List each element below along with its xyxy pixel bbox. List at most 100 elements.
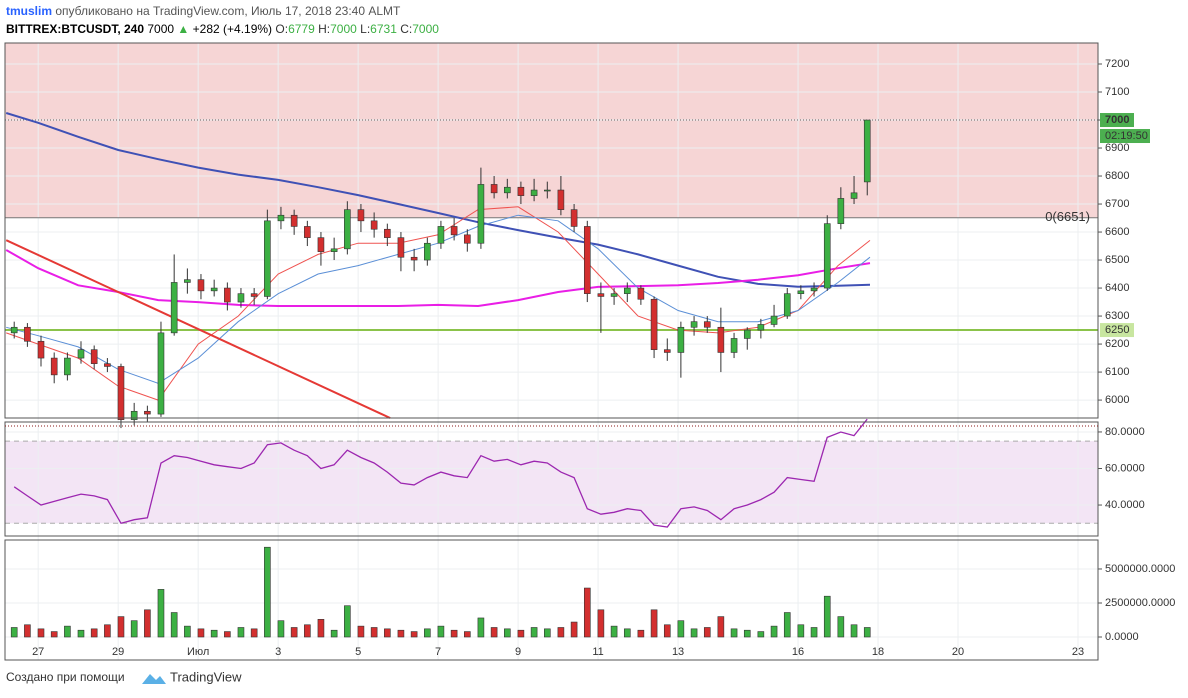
volume-bar [610, 625, 618, 638]
candle-body [703, 321, 711, 328]
volume-bar [64, 625, 71, 638]
hline-label: 6250 [1105, 324, 1129, 336]
volume-bar [557, 627, 565, 638]
header-line-1: tmuslim опубликовано на TradingView.com,… [6, 4, 401, 18]
candle-body [424, 242, 431, 261]
countdown: 02:19:50 [1105, 130, 1148, 142]
countdown-badge [1100, 129, 1150, 144]
y-tick-label: 6000 [1105, 394, 1129, 406]
volume-bar [703, 627, 711, 638]
candle-body [623, 287, 631, 294]
candle-body [570, 209, 578, 227]
volume-bar [90, 628, 98, 638]
arrow: ▲ [177, 22, 189, 36]
candle-body [610, 293, 618, 297]
made-with: Создано при помощи [6, 670, 125, 684]
candle-body [184, 279, 191, 283]
x-tick-label: Июл [187, 646, 209, 658]
y-tick-label: 5000000.0000 [1105, 563, 1175, 575]
l-label: L: [360, 22, 370, 36]
candle-body [783, 293, 791, 317]
volume-bar [823, 595, 831, 638]
moving-average [5, 112, 871, 288]
candle-body [810, 287, 818, 292]
volume-bar [450, 629, 458, 638]
volume-bar [237, 627, 245, 638]
volume-bar [397, 629, 405, 638]
volume-bar [157, 589, 165, 638]
volume-bar [504, 628, 511, 638]
volume-bar [184, 625, 191, 638]
candle-body [344, 209, 351, 250]
last-price-badge [1100, 113, 1134, 128]
y-tick-label: 0.0000 [1105, 631, 1139, 643]
candle-body [863, 119, 871, 183]
candle-body [663, 349, 671, 353]
last: 7000 [147, 22, 174, 36]
volume-bar [210, 629, 218, 638]
y-tick-label: 6300 [1105, 310, 1129, 322]
candle-body [397, 237, 405, 258]
volume-bar [570, 621, 578, 638]
volume-bar [104, 624, 111, 638]
candle-body [637, 287, 645, 300]
plots: 0(6651) [5, 112, 1098, 638]
volume-bar [517, 629, 525, 638]
candle-body [250, 293, 258, 297]
volume-bar [224, 631, 231, 638]
volume-bar [743, 629, 751, 638]
volume-bar [544, 628, 551, 638]
c-value: 7000 [412, 22, 439, 36]
axes: 6000 6100 6200 6300 6400 6500 6600 6700 6800 6900… [32, 58, 1175, 658]
candle-body [410, 256, 418, 261]
volume-bar [837, 616, 845, 638]
price-pane-frame [4, 42, 1099, 419]
volume-bar [810, 627, 818, 638]
volume-bar [424, 628, 431, 638]
candle-body [823, 223, 831, 289]
user[interactable]: tmuslim [6, 4, 52, 18]
y-tick-label: 6200 [1105, 338, 1129, 350]
volume-bar [650, 609, 658, 638]
x-tick-label: 13 [672, 646, 684, 658]
volume-bar [730, 628, 738, 638]
candle-body [290, 214, 298, 227]
candle-body [850, 192, 858, 199]
volume-bar [50, 631, 58, 638]
footer: Создано при помощи TradingView [6, 669, 242, 684]
candle-body [530, 189, 538, 196]
y-tick-label: 60.0000 [1105, 462, 1145, 474]
y-tick-label: 7200 [1105, 58, 1129, 70]
candle-body [304, 226, 311, 238]
x-tick-label: 27 [32, 646, 44, 658]
x-tick-label: 11 [592, 646, 603, 658]
volume-bar [437, 625, 445, 638]
volume-bar [304, 624, 311, 638]
volume-bar [37, 628, 45, 638]
volume-bar [850, 624, 858, 638]
volume-bar [783, 612, 791, 638]
volume-bar [330, 629, 338, 638]
candle-body [170, 282, 178, 334]
brand[interactable]: TradingView [170, 669, 242, 684]
candle-body [837, 198, 845, 224]
candle-body [583, 226, 591, 294]
logo [142, 674, 166, 684]
candle-body [477, 184, 485, 244]
candle-body [237, 293, 245, 303]
candle-body [464, 234, 471, 244]
candle-body [517, 186, 525, 196]
candle-body [597, 293, 605, 297]
candle-body [157, 332, 165, 415]
last-price-label: 7000 [1105, 114, 1129, 126]
volume-bar [583, 587, 591, 638]
y-tick-label: 6700 [1105, 198, 1129, 210]
candle-body [77, 349, 85, 359]
rsi-line [13, 418, 868, 528]
y-tick-label: 6400 [1105, 282, 1129, 294]
candle-body [650, 298, 658, 350]
o-label: O: [275, 22, 288, 36]
x-tick-label: 23 [1072, 646, 1084, 658]
candle-body [490, 184, 498, 194]
x-tick-label: 9 [515, 646, 521, 658]
